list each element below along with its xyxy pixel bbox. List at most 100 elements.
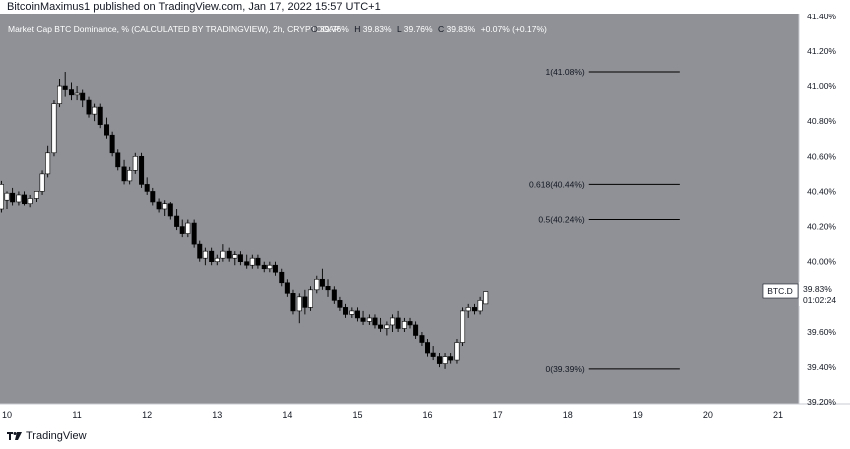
candle-up [366,314,372,325]
candle-down [244,254,250,269]
candle-down [302,289,308,315]
candle-up [0,180,4,213]
candle-body [319,278,325,287]
candle-body [255,257,261,266]
ohlc-readout: O 39.76% H 39.83% L 39.76% C 39.83% +0.0… [311,24,547,34]
candle-down [395,310,401,332]
candle-body [343,307,349,315]
candle-up [477,296,483,315]
candle-body [413,324,419,336]
candle-up [296,293,302,324]
time-axis-background [0,404,850,430]
fib-level-label: 0.5(40.24%) [538,215,584,225]
candle-body [232,254,238,259]
candle-body [86,99,92,115]
fib-level-label: 0(39.39%) [546,364,585,374]
y-tick-label: 40.00% [807,257,836,267]
candle-up [51,100,57,157]
candle-up [465,303,471,318]
candle-down [407,317,413,329]
candle-down [237,251,243,266]
candle-down [209,247,215,266]
candle-body [483,291,489,305]
candle-body [267,264,273,270]
candle-body [57,85,63,104]
candle-body [74,92,80,96]
candle-body [331,289,337,301]
y-tick-label: 41.40% [807,14,836,21]
candle-body [202,250,208,259]
candle-body [27,198,33,205]
candle-body [448,356,454,361]
candle-down [337,296,343,311]
x-tick-label: 18 [563,410,573,420]
x-tick-label: 20 [703,410,713,420]
plot-background [0,14,799,404]
candle-down [261,261,267,273]
candle-body [150,191,156,203]
y-tick-label: 40.20% [807,222,836,232]
candle-down [121,159,127,185]
candle-body [389,317,395,326]
candle-body [115,152,121,168]
candle-body [465,307,471,312]
candle-body [244,261,250,266]
candle-down [360,310,366,325]
candle-body [10,192,16,203]
x-tick-label: 21 [773,410,783,420]
candle-down [413,321,419,339]
candle-down [430,346,436,361]
candle-body [279,271,285,284]
candle-up [454,339,460,364]
candle-down [144,177,150,195]
y-tick-label: 41.20% [807,46,836,56]
price-tag-symbol: BTC.D [767,286,793,296]
candle-up [57,79,63,108]
candle-down [150,187,156,206]
candle-down [319,268,325,290]
tradingview-logo-icon [7,432,22,440]
price-axis-background [799,14,850,404]
candle-body [296,296,302,312]
ohlc-change: +0.07% (+0.17%) [481,24,547,34]
candle-body [162,203,168,210]
candle-up [314,275,320,294]
ohlc-low-label: L [397,24,402,34]
publish-info: BitcoinMaximus1 published on TradingView… [7,1,381,13]
candle-body [401,321,407,329]
candles [0,71,489,369]
candle-up [401,317,407,332]
price-tag-symbol-box [762,283,799,299]
candle-down [471,303,477,315]
candle-body [325,285,331,291]
x-tick-label: 17 [493,410,503,420]
candle-down [372,314,378,329]
candle-up [460,307,466,347]
candle-body [471,307,477,312]
candle-down [284,279,290,297]
candle-body [454,342,460,361]
fibonacci-levels: 1(41.08%) 0.618(40.44%) 0.5(40.24%) 0(39.39… [529,67,680,374]
ohlc-high-label: H [354,24,360,34]
candle-body [144,184,150,192]
candle-up [185,219,191,238]
candle-up [349,307,355,318]
candle-down [425,339,431,357]
candle-body [92,106,98,115]
candle-body [337,300,343,308]
candle-body [395,317,401,329]
candlestick-chart[interactable]: Market Cap BTC Dominance, % (CALCULATED … [0,11,850,430]
candle-down [86,96,92,118]
x-ticks: 10 11 12 13 14 15 16 17 18 19 20 21 [2,410,783,420]
candle-down [191,219,197,248]
candle-up [307,286,313,311]
candle-up [132,152,138,174]
candle-body [51,103,57,154]
chart-container[interactable]: Market Cap BTC Dominance, % (CALCULATED … [0,11,850,430]
ohlc-open-value: 39.76% [320,24,349,34]
candle-body [104,124,110,136]
candle-up [384,321,390,336]
candle-body [174,215,180,227]
candle-down [80,89,86,108]
candle-body [139,155,145,185]
